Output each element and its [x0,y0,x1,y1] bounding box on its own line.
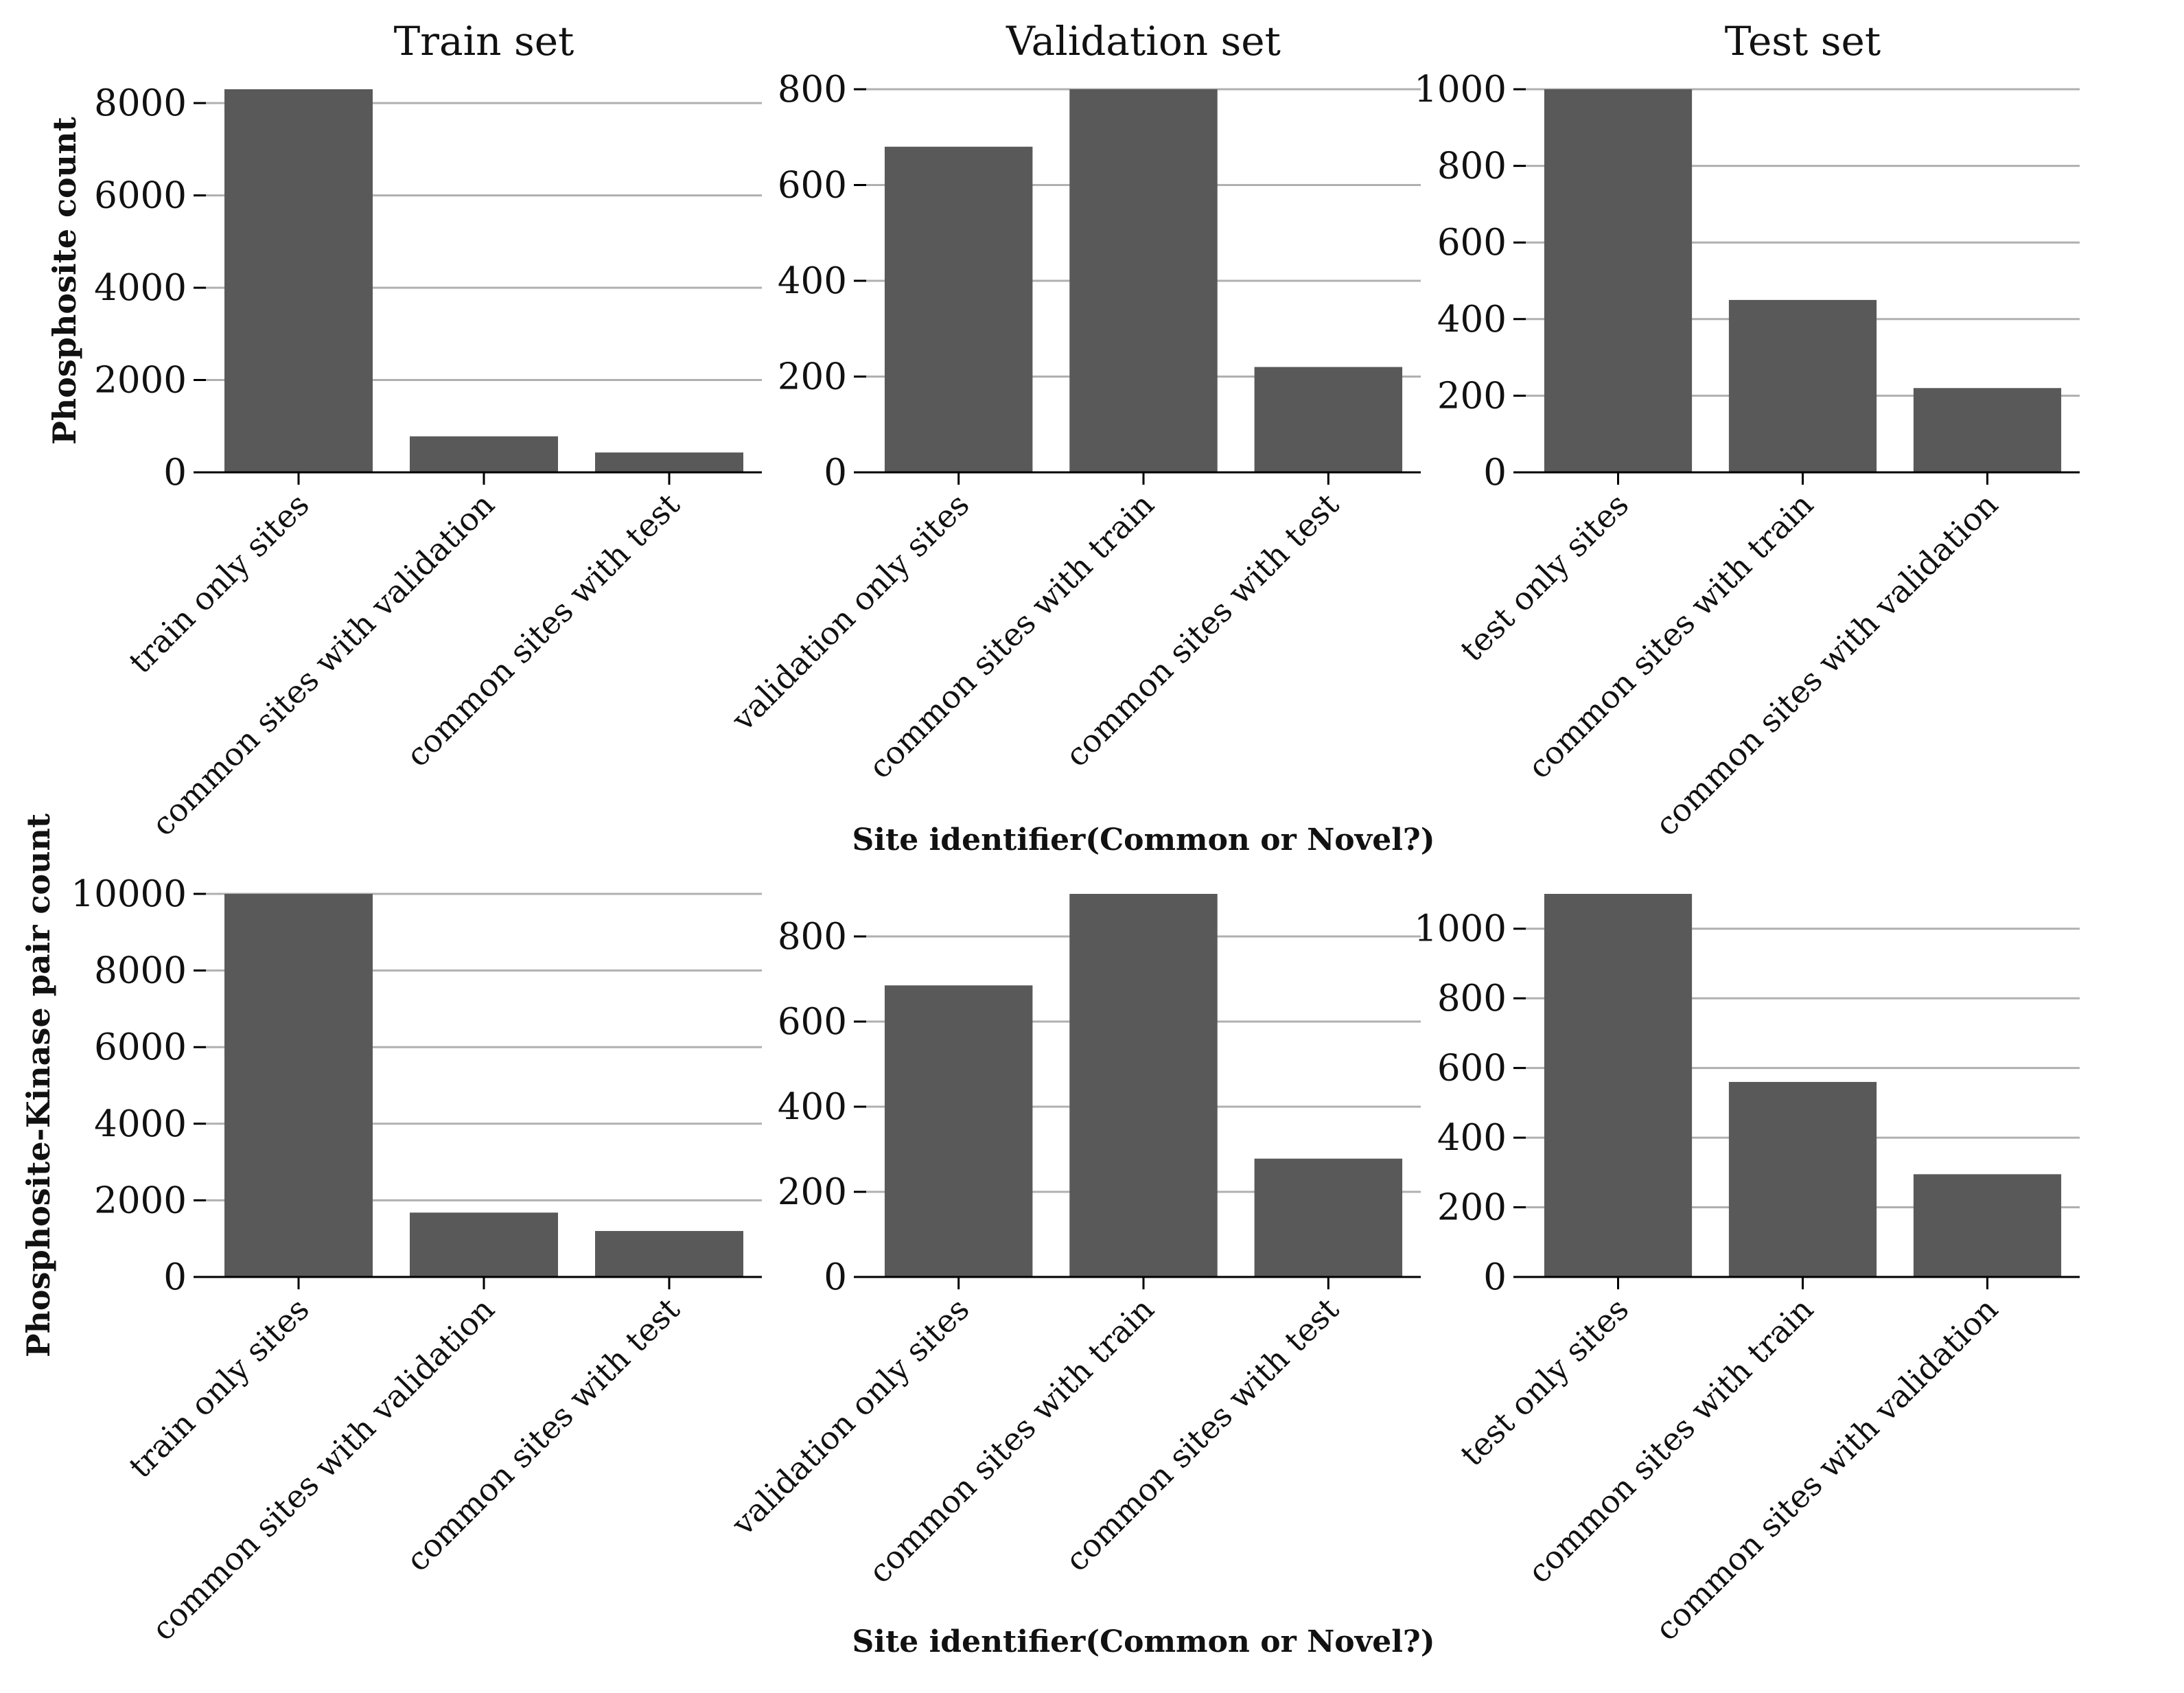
y-tick-label: 800 [1437,146,1507,187]
y-tick-label: 200 [778,356,847,398]
bar [1913,388,2062,472]
y-tick-label: 4000 [94,1103,187,1145]
bar [224,894,373,1277]
x-axis-label: Site identifier(Common or Novel?) [852,1624,1434,1659]
bar [595,452,743,472]
bar [1544,894,1693,1277]
bar [1728,1081,1877,1277]
y-tick-label: 1000 [1414,908,1507,950]
y-tick-label: 600 [1437,222,1507,264]
y-tick-label: 8000 [94,82,187,124]
y-tick-label: 200 [778,1171,847,1213]
panel-title: Train set [394,18,574,65]
y-tick-label: 0 [1483,1256,1507,1298]
x-axis-label: Site identifier(Common or Novel?) [852,822,1434,857]
y-tick-label: 0 [1483,452,1507,494]
y-tick-label: 0 [824,452,847,494]
y-tick-label: 0 [163,452,187,494]
panel-title: Validation set [1006,18,1281,65]
y-tick-label: 800 [778,916,847,958]
y-tick-label: 400 [1437,1117,1507,1159]
y-tick-label: 0 [824,1256,847,1298]
y-tick-label: 600 [778,165,847,207]
y-tick-label: 400 [1437,299,1507,341]
y-tick-label: 400 [778,260,847,302]
panel-title: Test set [1725,18,1881,65]
y-tick-label: 8000 [94,950,187,992]
bar [1069,894,1218,1277]
y-axis-label: Phosphosite count [46,116,83,444]
bar [410,436,558,472]
y-tick-label: 6000 [94,175,187,217]
y-tick-label: 400 [778,1086,847,1128]
y-tick-label: 2000 [94,1179,187,1221]
bar [1254,1158,1403,1277]
y-tick-label: 200 [1437,1187,1507,1229]
bar [1913,1174,2062,1277]
bar [410,1212,558,1277]
y-tick-label: 1000 [1414,69,1507,111]
y-tick-label: 10000 [71,873,187,915]
y-tick-label: 6000 [94,1026,187,1068]
bar [884,985,1033,1277]
bar [884,146,1033,472]
bar [1728,299,1877,472]
bar [224,89,373,472]
bar [1254,367,1403,472]
y-tick-label: 2000 [94,360,187,402]
y-tick-label: 0 [163,1256,187,1298]
y-tick-label: 600 [1437,1048,1507,1090]
y-axis-label: Phosphosite-Kinase pair count [20,813,57,1357]
y-tick-label: 4000 [94,267,187,309]
y-tick-label: 800 [1437,978,1507,1020]
y-tick-label: 600 [778,1001,847,1043]
bar [1069,89,1218,472]
y-tick-label: 200 [1437,375,1507,417]
bar [1544,89,1693,472]
y-tick-label: 800 [778,69,847,111]
bar [595,1231,743,1277]
